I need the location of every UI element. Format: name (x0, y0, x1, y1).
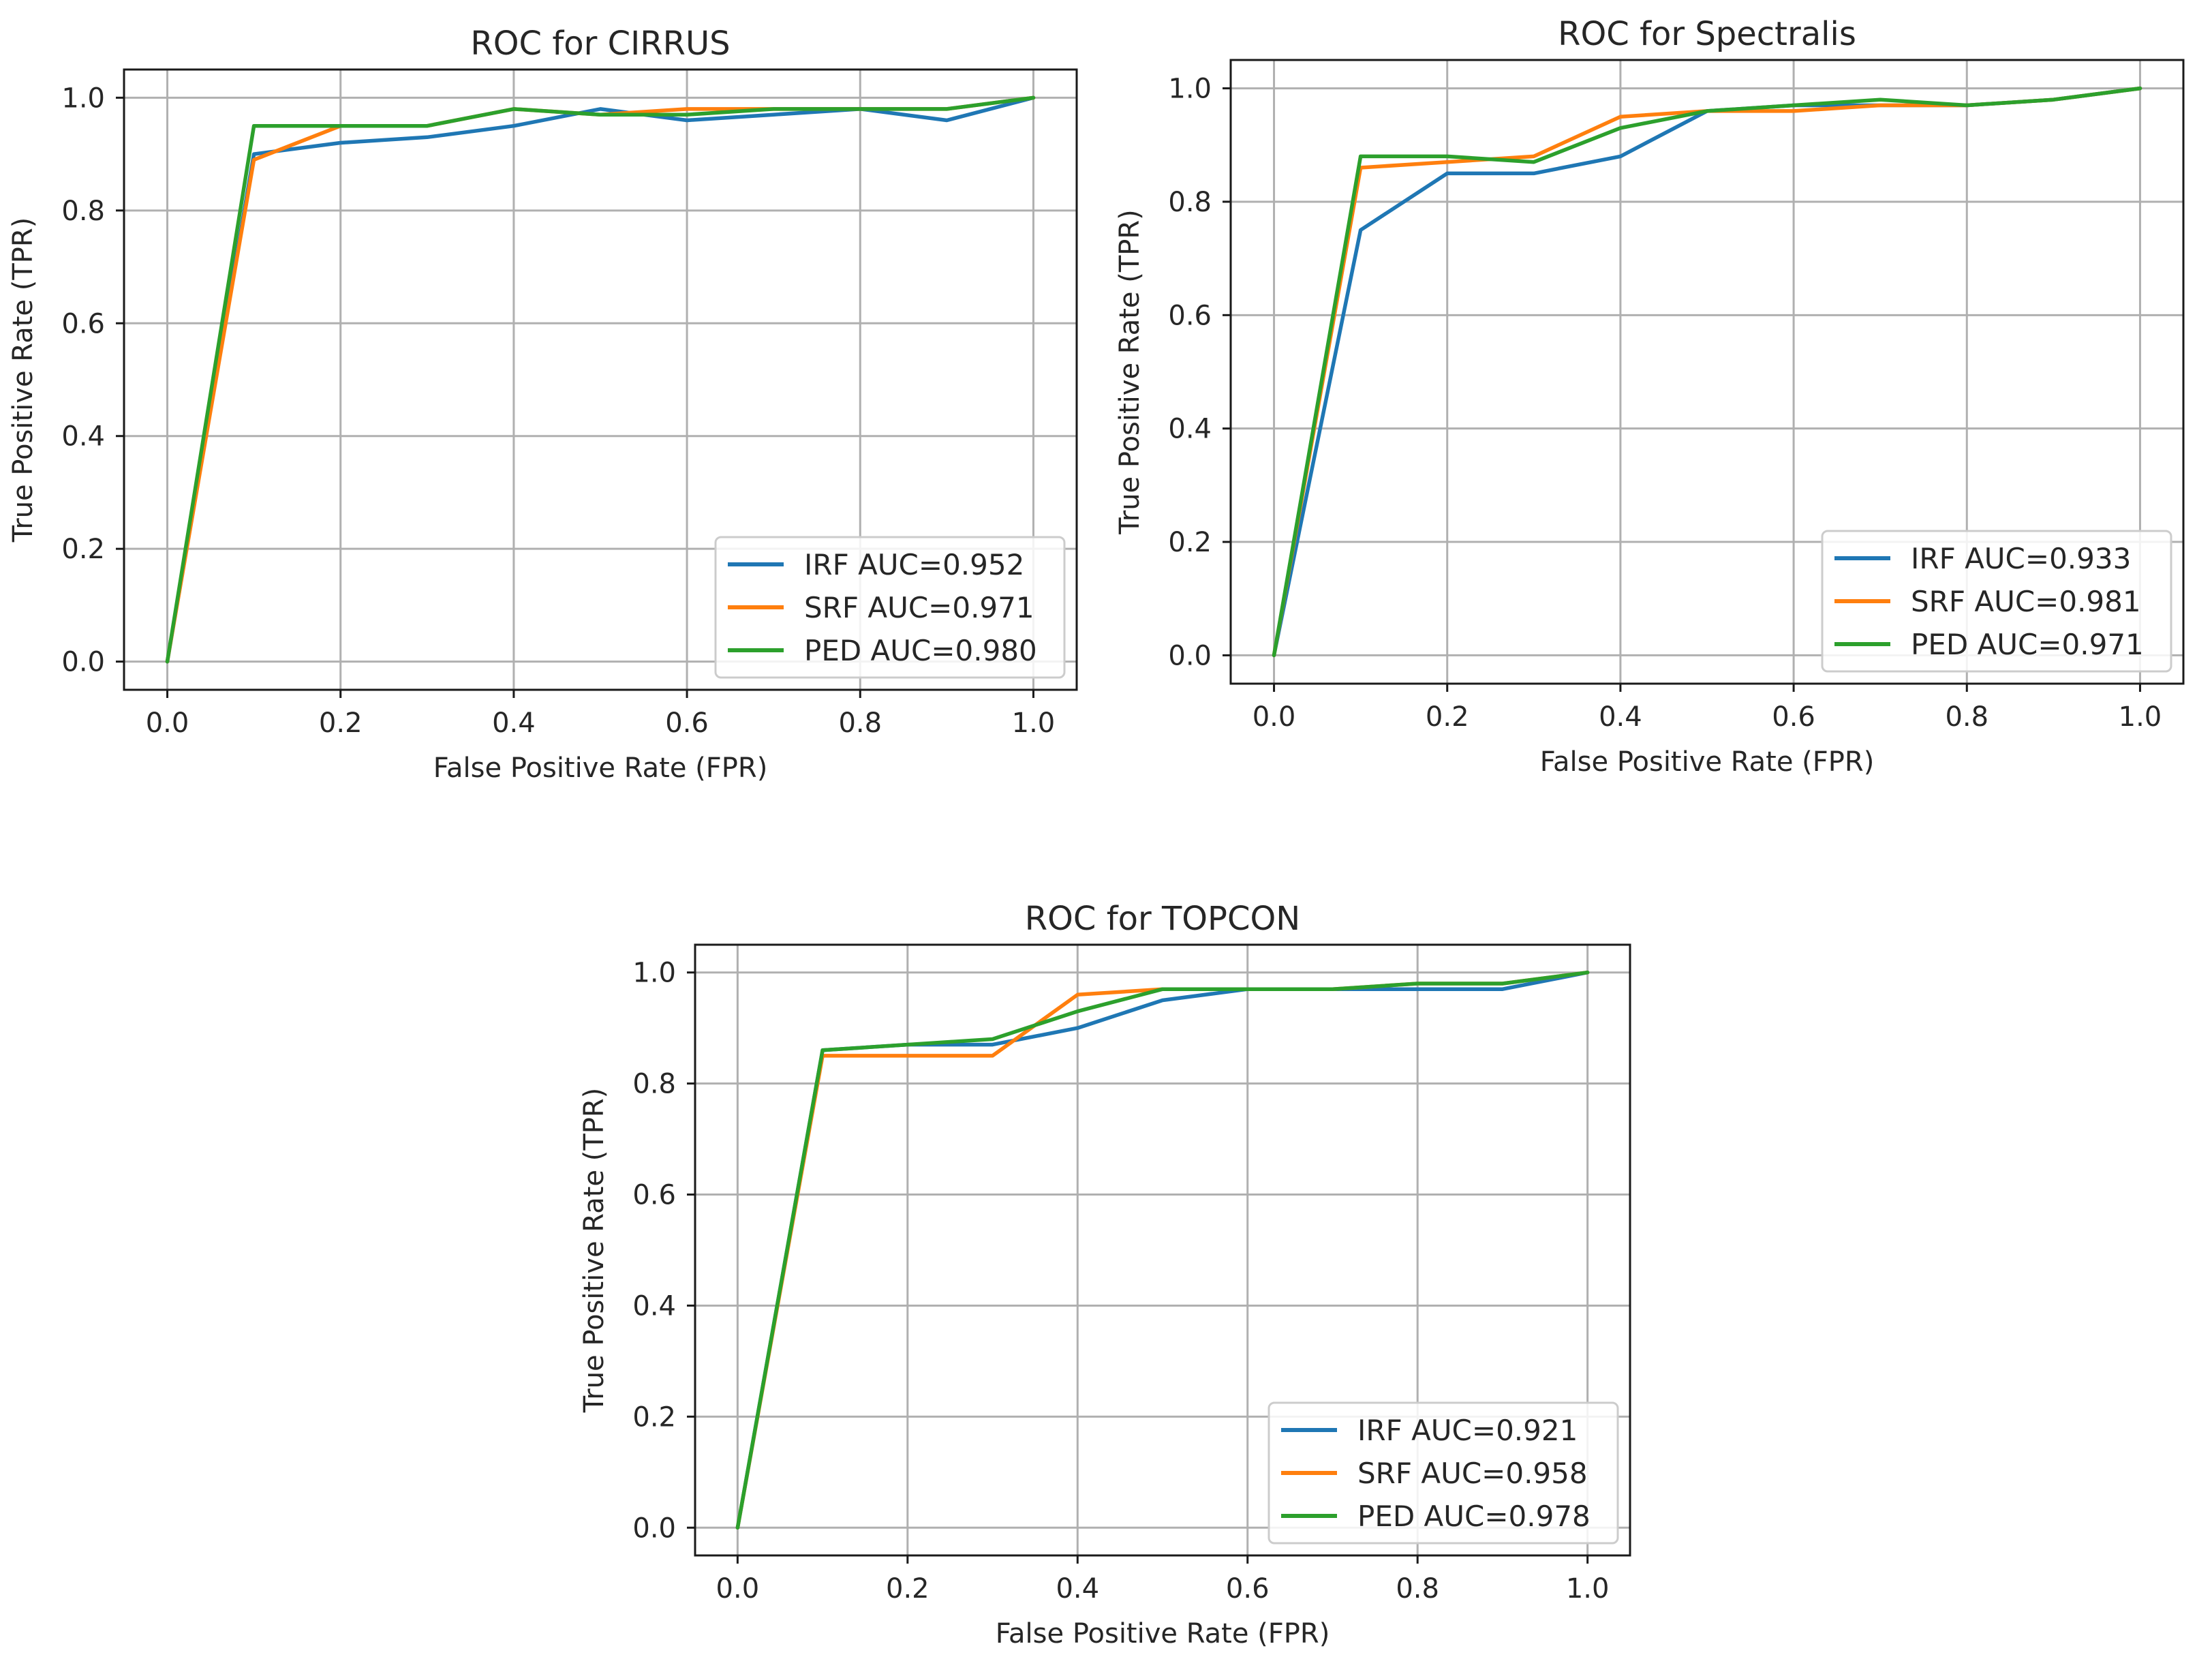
series-line-ped (1272, 86, 2142, 658)
legend-label: IRF AUC=0.952 (804, 548, 1024, 581)
legend-box (1268, 1401, 1619, 1545)
plot-frame (694, 943, 1631, 1557)
x-tick-label: 0.0 (146, 708, 189, 739)
legend: IRF AUC=0.933 SRF AUC=0.981 PED AUC=0.971 (1821, 530, 2172, 673)
x-tick-label: 0.6 (665, 708, 709, 739)
legend-label: IRF AUC=0.921 (1357, 1414, 1578, 1447)
x-tick-label: 0.2 (886, 1573, 930, 1605)
x-tick-label: 0.4 (1056, 1573, 1099, 1605)
x-tick-label: 1.0 (1566, 1573, 1610, 1605)
legend: IRF AUC=0.952 SRF AUC=0.971 PED AUC=0.980 (714, 536, 1066, 679)
x-tick-label: 0.8 (838, 708, 882, 739)
legend-label: SRF AUC=0.958 (1357, 1457, 1588, 1490)
y-tick-label: 1.0 (632, 958, 676, 989)
y-tick-label: 0.2 (632, 1401, 676, 1433)
x-tick-label: 0.6 (1226, 1573, 1270, 1605)
y-tick-label: 0.4 (61, 421, 105, 453)
x-axis-label: False Positive Rate (FPR) (433, 753, 768, 784)
legend-label: PED AUC=0.978 (1357, 1500, 1591, 1533)
x-axis-label: False Positive Rate (FPR) (996, 1618, 1330, 1650)
y-tick-label: 0.2 (1168, 527, 1212, 558)
y-tick-label: 1.0 (1168, 74, 1212, 105)
y-tick-label: 1.0 (61, 82, 105, 114)
legend-label: PED AUC=0.971 (1911, 628, 2144, 661)
legend-label: PED AUC=0.980 (804, 634, 1037, 667)
x-tick-label: 0.6 (1772, 701, 1815, 733)
legend-box (714, 536, 1066, 679)
x-tick-label: 1.0 (2119, 701, 2162, 733)
chart-title: ROC for CIRRUS (470, 25, 730, 63)
y-axis-label: True Positive Rate (TPR) (7, 217, 39, 543)
y-axis-label: True Positive Rate (TPR) (579, 1088, 610, 1414)
y-tick-label: 0.0 (632, 1512, 676, 1544)
chart-title: ROC for TOPCON (1025, 900, 1300, 938)
plot-frame (1229, 59, 2185, 685)
legend-label: SRF AUC=0.981 (1911, 585, 2141, 618)
y-tick-label: 0.8 (632, 1069, 676, 1100)
y-tick-label: 0.6 (61, 308, 105, 339)
roc-panel-3: 0.0 0.2 0.4 0.6 0.8 1.0 0.0 0.2 0.4 0.6 0.8 1.0 ROC … (579, 900, 1631, 1650)
x-tick-label: 0.8 (1396, 1573, 1439, 1605)
y-tick-label: 0.0 (1168, 640, 1212, 671)
y-tick-label: 0.4 (632, 1290, 676, 1322)
plot-frame (123, 68, 1078, 691)
roc-panel-1: 0.0 0.2 0.4 0.6 0.8 1.0 0.0 0.2 0.4 0.6 0.8 1.0 ROC … (7, 25, 1078, 784)
y-tick-label: 0.6 (632, 1180, 676, 1211)
series-line-irf (165, 95, 1036, 664)
x-tick-label: 1.0 (1012, 708, 1056, 739)
x-tick-label: 0.4 (1599, 701, 1642, 733)
y-tick-label: 0.0 (61, 647, 105, 678)
y-tick-label: 0.6 (1168, 300, 1212, 331)
x-axis-label: False Positive Rate (FPR) (1540, 746, 1875, 778)
series-line-ped (735, 970, 1590, 1530)
legend-label: IRF AUC=0.933 (1911, 542, 2131, 575)
x-tick-label: 0.8 (1945, 701, 1988, 733)
chart-title: ROC for Spectralis (1558, 15, 1856, 53)
legend-label: SRF AUC=0.971 (804, 591, 1034, 624)
x-tick-label: 0.2 (319, 708, 363, 739)
legend: IRF AUC=0.921 SRF AUC=0.958 PED AUC=0.978 (1268, 1401, 1619, 1545)
y-tick-label: 0.4 (1168, 414, 1212, 445)
legend-box (1821, 530, 2172, 673)
x-tick-label: 0.2 (1426, 701, 1469, 733)
x-tick-label: 0.0 (716, 1573, 760, 1605)
x-tick-label: 0.0 (1253, 701, 1296, 733)
y-axis-label: True Positive Rate (TPR) (1114, 209, 1146, 535)
series-line-ped (165, 95, 1036, 664)
y-tick-label: 0.8 (1168, 187, 1212, 218)
y-tick-label: 0.8 (61, 196, 105, 227)
y-tick-label: 0.2 (61, 534, 105, 565)
roc-panel-2: 0.0 0.2 0.4 0.6 0.8 1.0 0.0 0.2 0.4 0.6 0.8 1.0 ROC … (1114, 15, 2185, 778)
x-tick-label: 0.4 (492, 708, 536, 739)
